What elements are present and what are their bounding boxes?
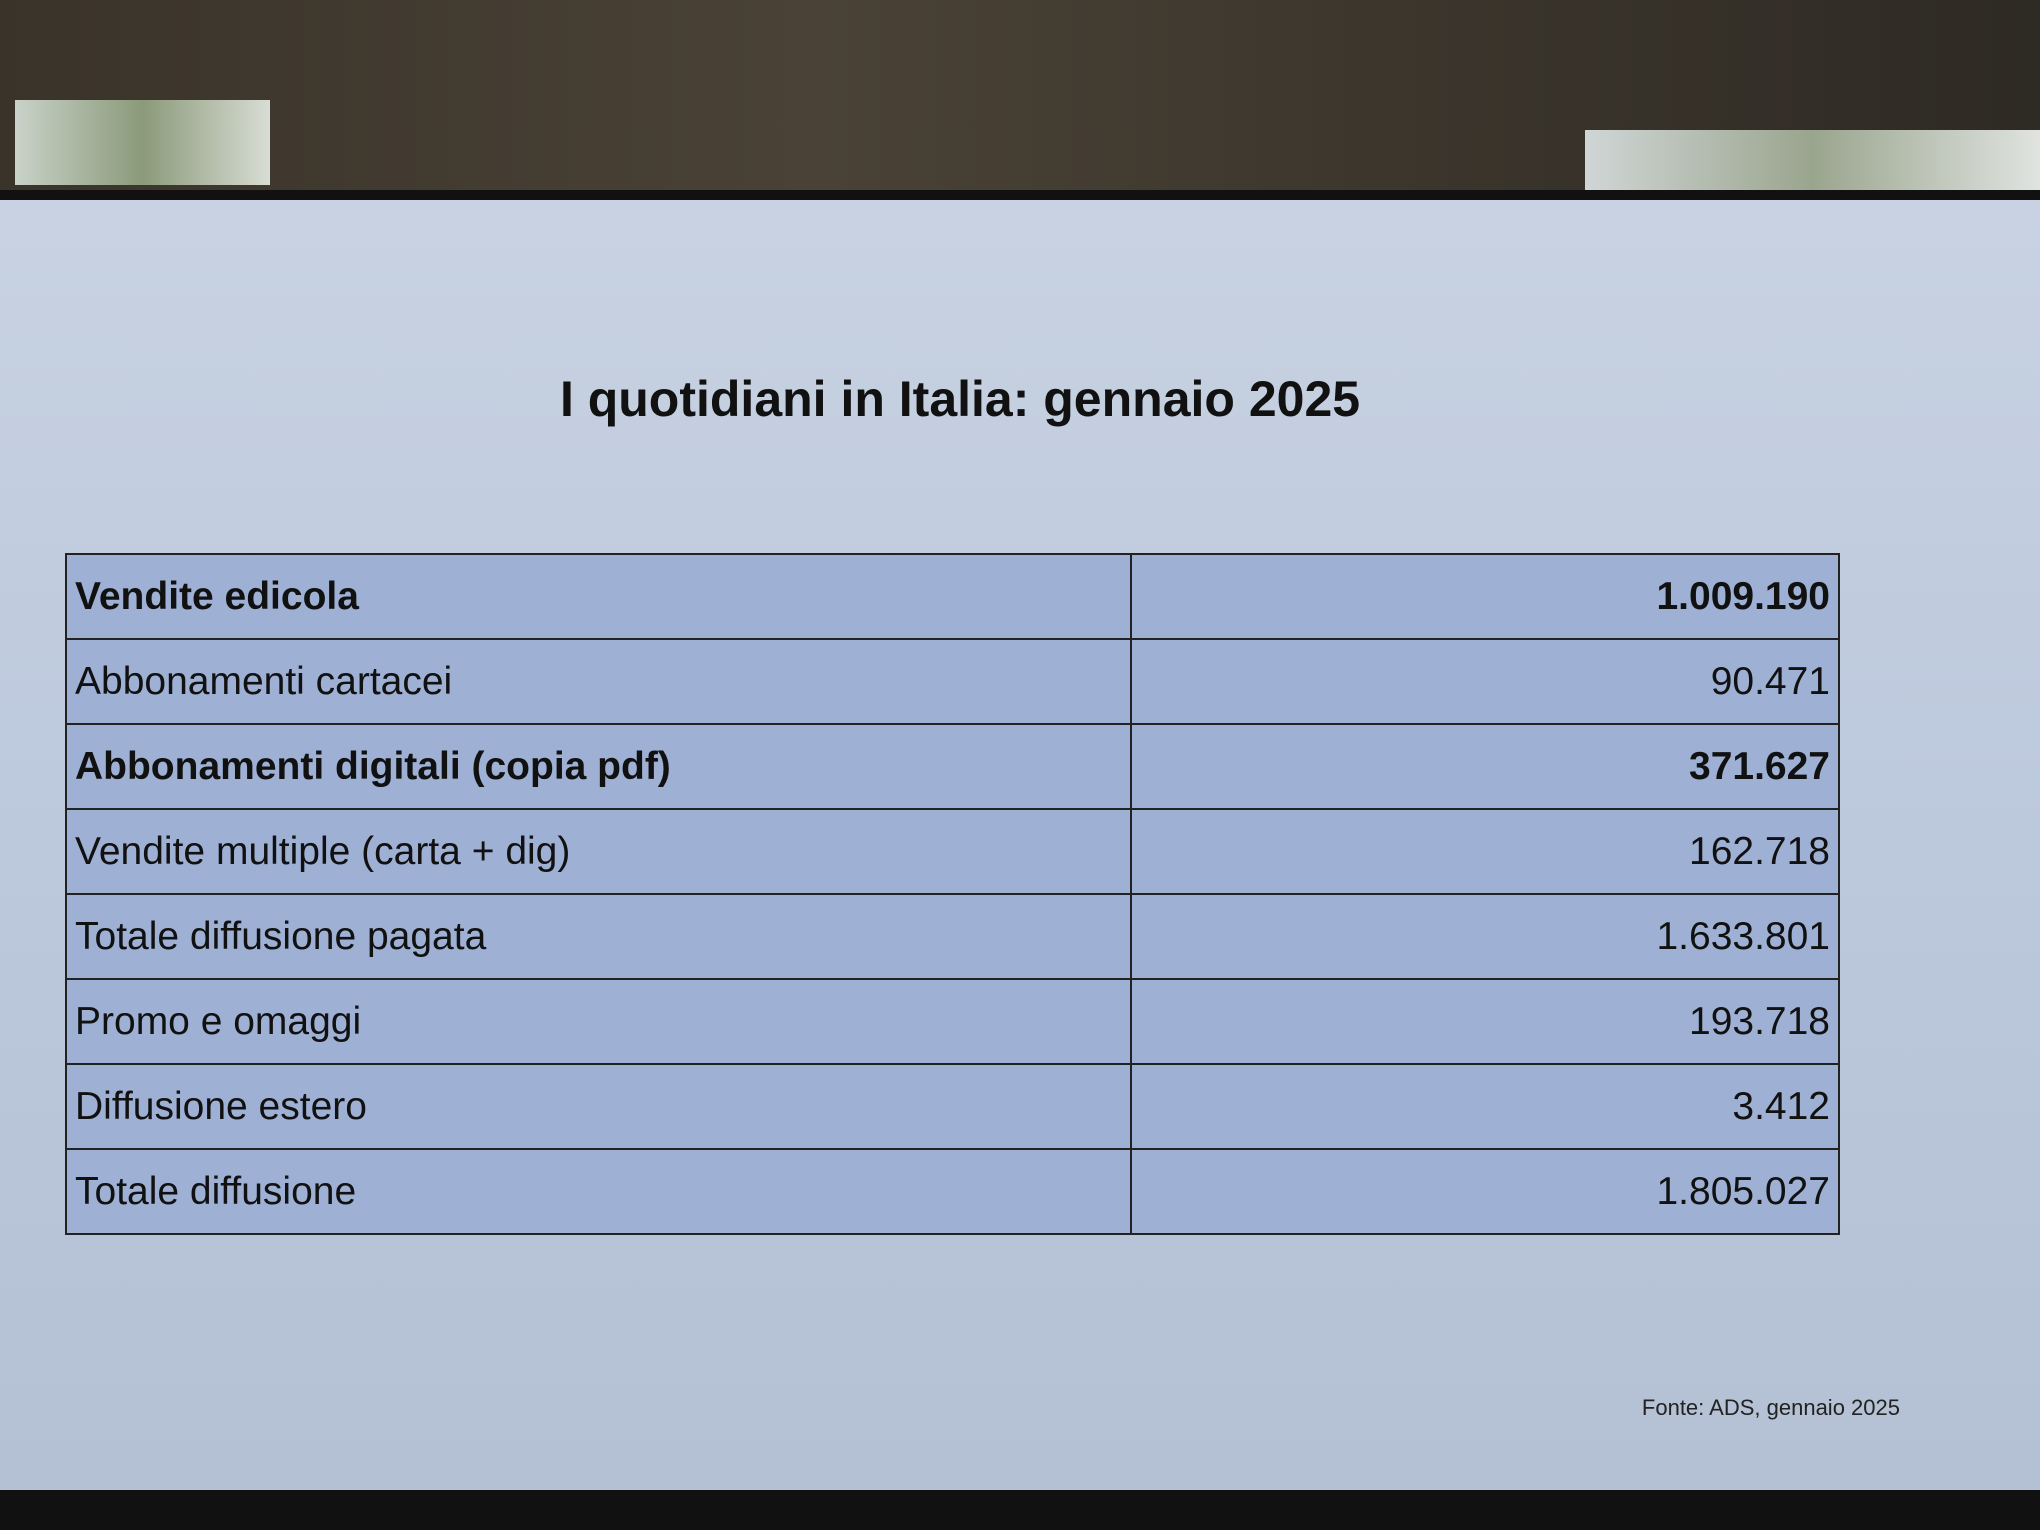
table-row: Diffusione estero 3.412 <box>65 1063 1840 1150</box>
table-row: Promo e omaggi 193.718 <box>65 978 1840 1065</box>
window-left <box>15 100 270 185</box>
slide-title: I quotidiani in Italia: gennaio 2025 <box>559 371 1361 427</box>
row-value: 1.633.801 <box>1130 893 1840 980</box>
row-label: Promo e omaggi <box>65 978 1132 1065</box>
row-label: Vendite edicola <box>65 553 1132 640</box>
row-value: 3.412 <box>1130 1063 1840 1150</box>
row-value: 162.718 <box>1130 808 1840 895</box>
source-note: Fonte: ADS, gennaio 2025 <box>1641 1395 1900 1420</box>
row-label: Diffusione estero <box>65 1063 1132 1150</box>
table-row: Abbonamenti digitali (copia pdf) 371.627 <box>65 723 1840 810</box>
row-label: Totale diffusione pagata <box>65 893 1132 980</box>
table-row: Totale diffusione 1.805.027 <box>65 1148 1840 1235</box>
row-value: 1.009.190 <box>1130 553 1840 640</box>
row-label: Totale diffusione <box>65 1148 1132 1235</box>
table-row: Vendite edicola 1.009.190 <box>65 553 1840 640</box>
slide: I quotidiani in Italia: gennaio 2025 Ven… <box>0 200 2040 1490</box>
row-value: 371.627 <box>1130 723 1840 810</box>
table-row: Vendite multiple (carta + dig) 162.718 <box>65 808 1840 895</box>
row-value: 90.471 <box>1130 638 1840 725</box>
row-label: Abbonamenti cartacei <box>65 638 1132 725</box>
data-table: Vendite edicola 1.009.190 Abbonamenti cart… <box>65 553 1840 1235</box>
row-label: Abbonamenti digitali (copia pdf) <box>65 723 1132 810</box>
table-row: Totale diffusione pagata 1.633.801 <box>65 893 1840 980</box>
row-value: 1.805.027 <box>1130 1148 1840 1235</box>
row-label: Vendite multiple (carta + dig) <box>65 808 1132 895</box>
row-value: 193.718 <box>1130 978 1840 1065</box>
table-row: Abbonamenti cartacei 90.471 <box>65 638 1840 725</box>
